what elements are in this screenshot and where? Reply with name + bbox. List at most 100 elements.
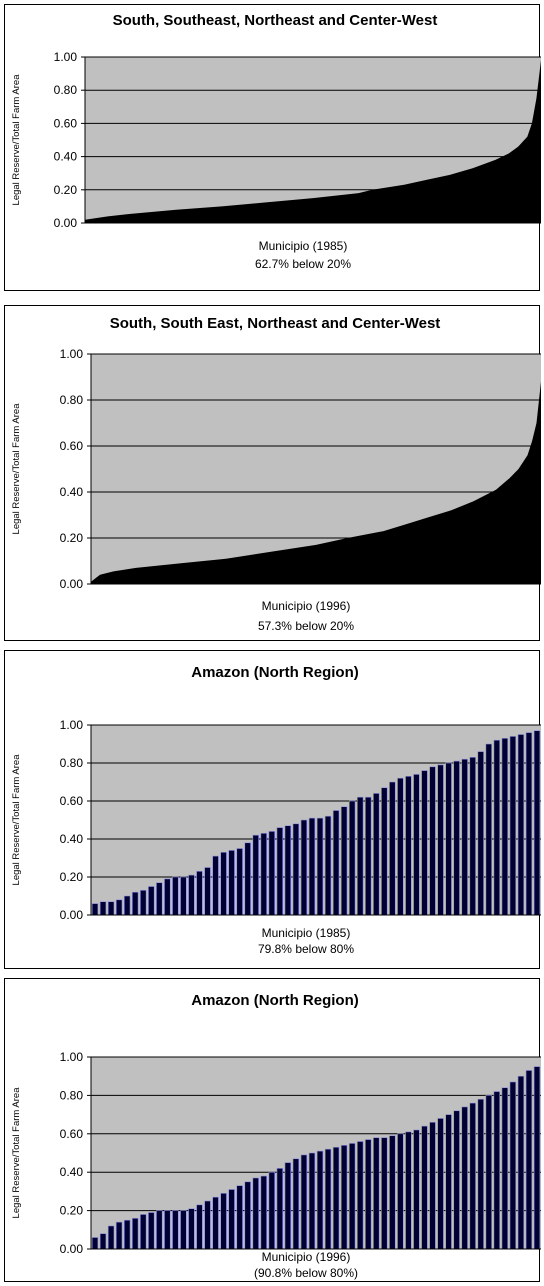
bar [365, 1139, 372, 1250]
bar [308, 817, 316, 916]
bar [115, 899, 123, 916]
chart-title: South, Southeast, Northeast and Center-W… [113, 12, 438, 29]
chart-annotation: 62.7% below 20% [255, 257, 351, 271]
y-tick-label: 0.40 [60, 1165, 84, 1179]
bar [115, 1221, 123, 1250]
bar [236, 848, 243, 916]
y-axis-label: Legal Reserve/Total Farm Area [11, 754, 22, 886]
bar [381, 787, 388, 916]
bar [332, 810, 340, 916]
chart-title: Amazon (North Region) [191, 992, 358, 1009]
bar [501, 738, 509, 916]
bar [517, 1075, 525, 1250]
bar [308, 1152, 316, 1250]
y-tick-label: 0.20 [60, 1204, 84, 1218]
y-tick-label: 0.00 [60, 577, 84, 591]
bar [284, 825, 292, 916]
y-axis-label: Legal Reserve/Total Farm Area [11, 74, 22, 206]
y-tick-label: 0.80 [60, 393, 84, 407]
bar [196, 1204, 203, 1250]
bar [413, 1129, 420, 1250]
bar [132, 1217, 139, 1250]
bar [389, 1135, 396, 1250]
chart-title: Amazon (North Region) [191, 664, 358, 681]
bar [140, 890, 147, 916]
bar [469, 1102, 476, 1250]
bar [292, 1158, 300, 1250]
y-tick-label: 0.60 [60, 1127, 84, 1141]
y-tick-label: 0.60 [60, 794, 84, 808]
bar [164, 1210, 171, 1250]
bar [316, 817, 324, 916]
x-axis-label: Municipio (1996) [262, 599, 351, 613]
bar [381, 1137, 388, 1250]
bar [485, 743, 492, 916]
bar [332, 1146, 340, 1250]
bar [220, 1193, 227, 1250]
area-series [91, 381, 541, 584]
x-axis-label: Municipio (1985) [262, 926, 351, 940]
bar [445, 762, 452, 916]
chart-panel-4: Amazon (North Region) 1.00 0.80 0.60 0.40 0.2… [4, 978, 541, 1282]
bar [397, 777, 404, 916]
bar [453, 760, 460, 916]
bar [132, 891, 139, 916]
bar [324, 815, 332, 916]
bar [228, 850, 235, 916]
bar [180, 1210, 187, 1250]
bar [517, 734, 525, 916]
y-tick-label: 0.20 [60, 870, 84, 884]
bar [373, 793, 380, 916]
y-tick-label: 1.00 [60, 1050, 84, 1064]
bar [204, 867, 211, 916]
bar [421, 1125, 428, 1250]
bar [244, 842, 251, 916]
bar [461, 1106, 468, 1250]
bar [276, 1168, 284, 1250]
bar [196, 871, 203, 916]
bar [99, 901, 107, 916]
bar [533, 730, 541, 916]
bar [212, 855, 219, 916]
bar [493, 1091, 501, 1250]
bar [156, 1210, 163, 1250]
bar [461, 758, 468, 916]
bar [180, 876, 187, 916]
bar [316, 1150, 324, 1250]
bar [268, 1171, 276, 1250]
bar [356, 796, 364, 916]
bar [284, 1162, 292, 1250]
x-axis-label: Municipio (1985) [259, 239, 348, 253]
y-tick-label: 0.80 [60, 1088, 84, 1102]
y-tick-label: 0.40 [54, 150, 78, 164]
bar [525, 1070, 533, 1250]
bar [485, 1095, 492, 1250]
bar [148, 1212, 155, 1250]
bar [172, 876, 179, 916]
bar [469, 757, 476, 916]
bar [148, 886, 155, 916]
y-tick-label: 0.20 [60, 531, 84, 545]
bar [525, 732, 533, 916]
chart-panel-1: South, Southeast, Northeast and Center-W… [4, 4, 541, 291]
bar [292, 823, 300, 916]
chart-svg: Amazon (North Region) 1.00 0.80 0.60 0.40 0.2… [11, 992, 541, 1280]
bar [252, 1177, 259, 1250]
y-tick-label: 0.00 [60, 908, 84, 922]
chart-annotation: (90.8% below 80%) [254, 1266, 358, 1280]
bar [123, 895, 131, 916]
bar [156, 882, 163, 916]
bar [437, 764, 444, 916]
bar [397, 1133, 404, 1250]
bar [260, 1175, 267, 1250]
bar [445, 1114, 452, 1250]
bar [501, 1087, 509, 1250]
y-axis-label: Legal Reserve/Total Farm Area [11, 403, 22, 535]
y-axis-label: Legal Reserve/Total Farm Area [11, 1087, 22, 1219]
bar [340, 1145, 348, 1250]
bar [509, 1081, 517, 1250]
chart-svg: South, South East, Northeast and Center-… [11, 315, 541, 633]
bar [172, 1210, 179, 1250]
bar [405, 776, 412, 916]
bar [437, 1118, 444, 1250]
